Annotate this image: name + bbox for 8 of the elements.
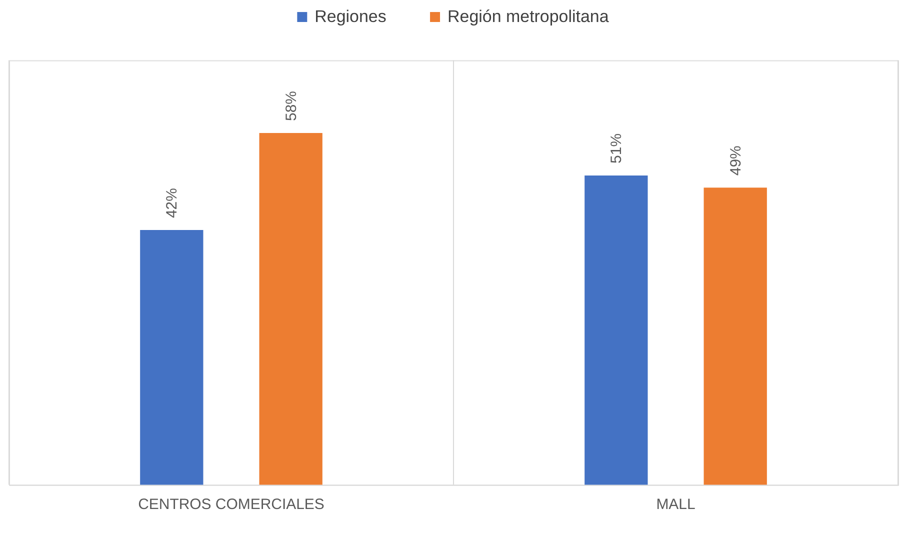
x-tick-label: CENTROS COMERCIALES (138, 496, 324, 514)
legend-label: Región metropolitana (448, 7, 610, 26)
data-label: 51% (608, 133, 626, 164)
legend-label: Regiones (314, 7, 386, 26)
data-label: 42% (164, 188, 181, 218)
data-label: 49% (727, 146, 744, 176)
data-label: 58% (282, 91, 300, 122)
x-tick-label: MALL (656, 496, 696, 514)
